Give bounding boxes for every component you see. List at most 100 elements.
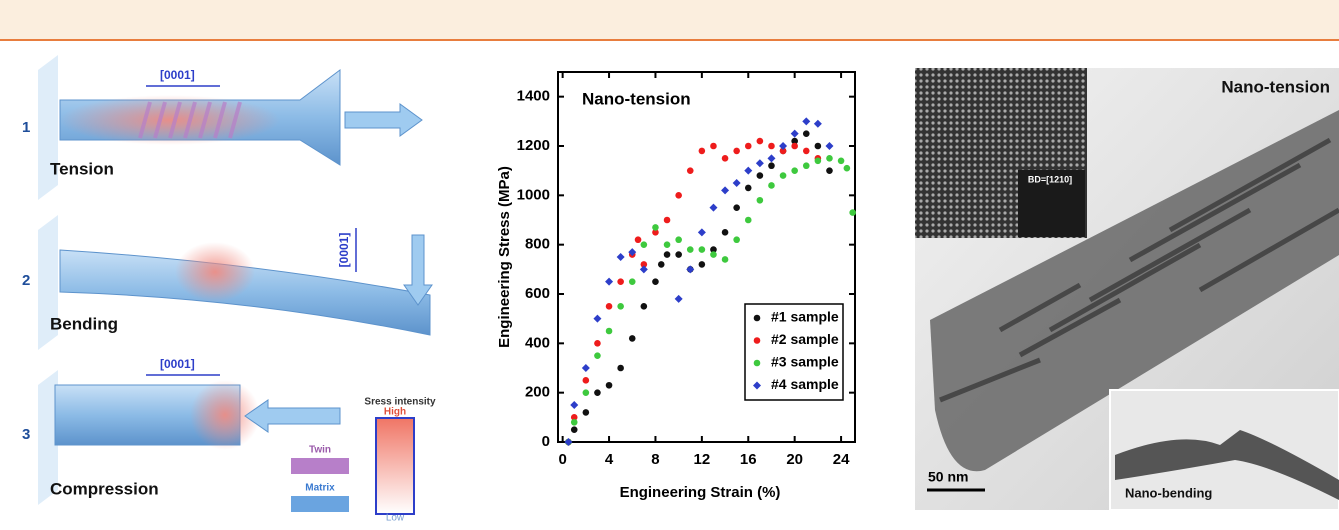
point bbox=[640, 241, 648, 248]
point bbox=[721, 186, 730, 195]
inset-label: Nano-bending bbox=[1125, 485, 1212, 500]
twin-swatch bbox=[291, 458, 349, 474]
point bbox=[564, 438, 573, 446]
arrow bbox=[344, 103, 423, 137]
point bbox=[698, 147, 706, 155]
point bbox=[768, 162, 775, 170]
point bbox=[675, 236, 682, 244]
point bbox=[581, 364, 590, 372]
point bbox=[594, 352, 601, 359]
point bbox=[570, 401, 579, 409]
point bbox=[640, 303, 648, 310]
plot-frame bbox=[557, 71, 856, 443]
y-tick-label: 1000 bbox=[517, 186, 550, 203]
point bbox=[791, 167, 798, 174]
point bbox=[570, 418, 578, 426]
point bbox=[628, 335, 636, 342]
point bbox=[744, 142, 752, 150]
matrix-swatch bbox=[291, 496, 349, 512]
x-tick-label: 8 bbox=[651, 451, 659, 468]
y-tick-label: 800 bbox=[525, 236, 550, 253]
legend-low: Low bbox=[386, 513, 405, 524]
point bbox=[732, 179, 741, 187]
point bbox=[675, 192, 682, 199]
point bbox=[640, 261, 648, 268]
point bbox=[756, 137, 764, 145]
point bbox=[802, 117, 811, 126]
scale-label: 50 nm bbox=[928, 469, 968, 485]
point bbox=[663, 241, 671, 248]
point bbox=[697, 228, 706, 237]
point bbox=[744, 216, 752, 224]
wall bbox=[38, 55, 58, 200]
right-panel: BD=[1210] Nano-tension Nano-bending 50 n… bbox=[915, 68, 1339, 511]
legend-twin: Twin bbox=[309, 445, 331, 456]
point bbox=[582, 389, 590, 396]
twin-bands bbox=[939, 137, 1339, 403]
point bbox=[755, 159, 764, 168]
point bbox=[617, 364, 624, 372]
point bbox=[605, 327, 613, 335]
wall bbox=[38, 215, 58, 350]
point bbox=[652, 224, 659, 231]
twins bbox=[138, 101, 242, 139]
point bbox=[605, 277, 614, 286]
direction: [0001] bbox=[337, 233, 351, 268]
point bbox=[814, 157, 822, 165]
point bbox=[733, 236, 740, 244]
stress-zone bbox=[175, 242, 255, 302]
step-number: 1 bbox=[22, 119, 30, 136]
y-tick-label: 1400 bbox=[517, 88, 550, 105]
x-axis-label: Engineering Strain (%) bbox=[620, 484, 781, 501]
legend-matrix: Matrix bbox=[305, 483, 335, 494]
point bbox=[698, 246, 706, 253]
point bbox=[617, 303, 624, 310]
legend-box bbox=[744, 303, 844, 401]
point bbox=[843, 164, 851, 172]
x-tick-label: 0 bbox=[558, 451, 566, 468]
point bbox=[628, 248, 637, 257]
point bbox=[779, 142, 788, 150]
direction: [0001] bbox=[160, 68, 195, 82]
legend-swatch bbox=[753, 337, 761, 344]
point bbox=[721, 229, 729, 236]
point bbox=[767, 154, 776, 163]
step-label: Tension bbox=[50, 159, 114, 178]
diffraction-label: BD=[1210] bbox=[1028, 174, 1072, 184]
legend-label: #4 sample bbox=[771, 376, 839, 392]
point bbox=[790, 129, 799, 138]
point bbox=[594, 340, 601, 347]
point bbox=[628, 278, 636, 285]
legend-swatch bbox=[753, 359, 761, 367]
arrow bbox=[244, 399, 341, 433]
point bbox=[791, 137, 798, 145]
step-number: 2 bbox=[22, 272, 30, 289]
point bbox=[593, 314, 602, 323]
legend-item: #2 sample bbox=[753, 331, 839, 347]
point bbox=[768, 182, 775, 189]
header-band bbox=[0, 0, 1339, 40]
bent-pillar bbox=[1115, 430, 1339, 500]
point bbox=[802, 147, 810, 155]
point bbox=[570, 426, 578, 433]
point bbox=[710, 246, 717, 253]
point bbox=[826, 155, 833, 162]
point bbox=[652, 229, 659, 236]
point bbox=[826, 167, 833, 174]
legend-label: #1 sample bbox=[771, 309, 839, 325]
y-tick-label: 400 bbox=[525, 334, 550, 351]
point bbox=[686, 167, 694, 174]
point bbox=[594, 389, 601, 396]
wall bbox=[38, 370, 58, 505]
chart: Nano-tension Engineering Strain (%) Engi… bbox=[496, 71, 856, 501]
point bbox=[686, 246, 694, 253]
point bbox=[768, 142, 775, 150]
x-tick-label: 20 bbox=[786, 451, 803, 468]
point bbox=[721, 155, 729, 162]
chart-title: Nano-tension bbox=[582, 89, 691, 108]
point bbox=[652, 278, 659, 285]
y-tick-label: 1200 bbox=[517, 137, 550, 154]
point bbox=[849, 209, 856, 216]
x-tick-label: 4 bbox=[605, 451, 614, 468]
